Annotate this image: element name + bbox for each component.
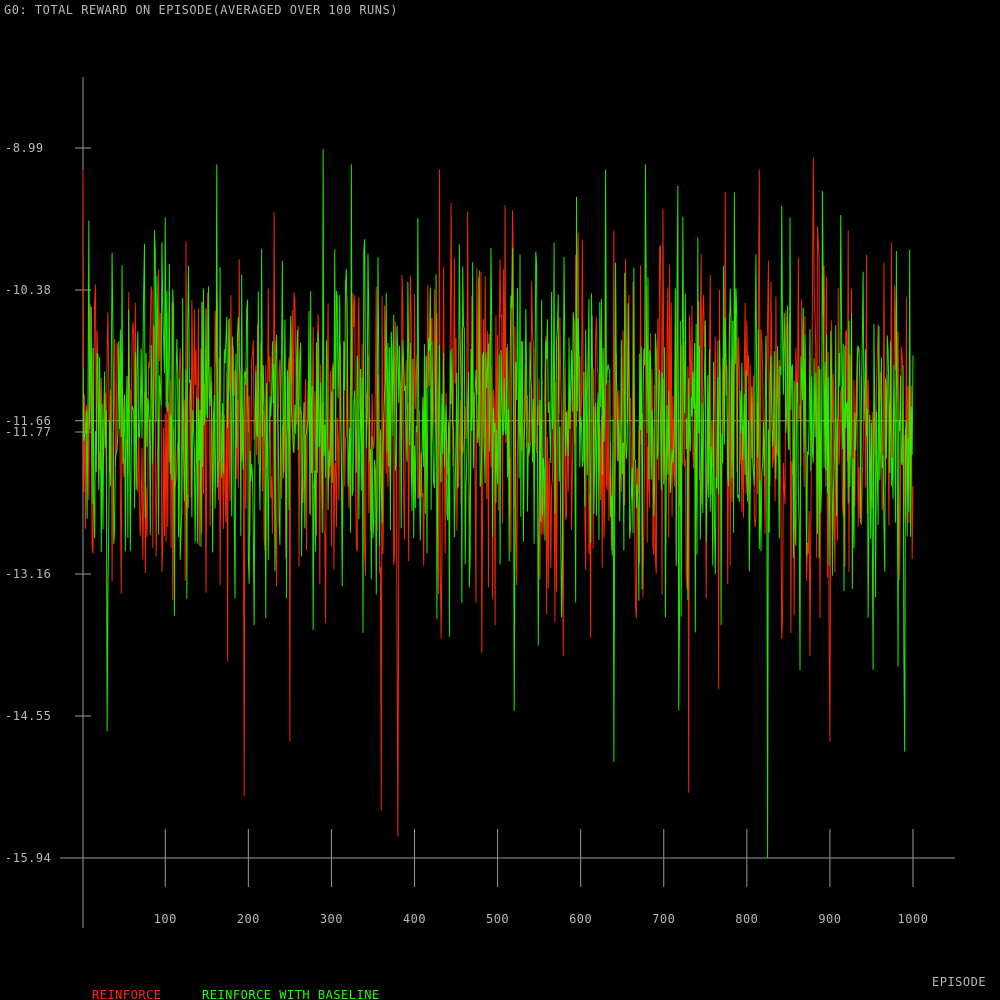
mean-reference-label: -11.66 [5, 414, 51, 428]
y-tick-label: -15.94 [5, 851, 51, 865]
x-axis-label: EPISODE [932, 975, 986, 989]
legend-entry-reinforce-with-baseline: REINFORCE WITH BASELINE [202, 988, 380, 1000]
x-tick-label: 500 [486, 912, 509, 926]
y-tick-label: -14.55 [5, 709, 51, 723]
y-tick-label: -13.16 [5, 567, 51, 581]
x-tick-label: 700 [652, 912, 675, 926]
chart-title: G0: TOTAL REWARD ON EPISODE(AVERAGED OVE… [4, 3, 398, 17]
series-line-reinforce [82, 157, 914, 837]
x-tick-label: 200 [237, 912, 260, 926]
x-tick-label: 600 [569, 912, 592, 926]
legend-entry-reinforce: REINFORCE [92, 988, 162, 1000]
x-tick-label: 400 [403, 912, 426, 926]
series-line-reinforce-with-baseline [82, 149, 914, 859]
y-tick-label: -8.99 [5, 141, 44, 155]
y-tick-label: -11.77 [5, 425, 51, 439]
x-tick-label: 300 [320, 912, 343, 926]
y-tick-label: -10.38 [5, 283, 51, 297]
x-tick-label: 100 [154, 912, 177, 926]
x-tick-label: 900 [818, 912, 841, 926]
x-tick-label: 1000 [898, 912, 929, 926]
series-group [82, 149, 914, 859]
x-tick-label: 800 [735, 912, 758, 926]
